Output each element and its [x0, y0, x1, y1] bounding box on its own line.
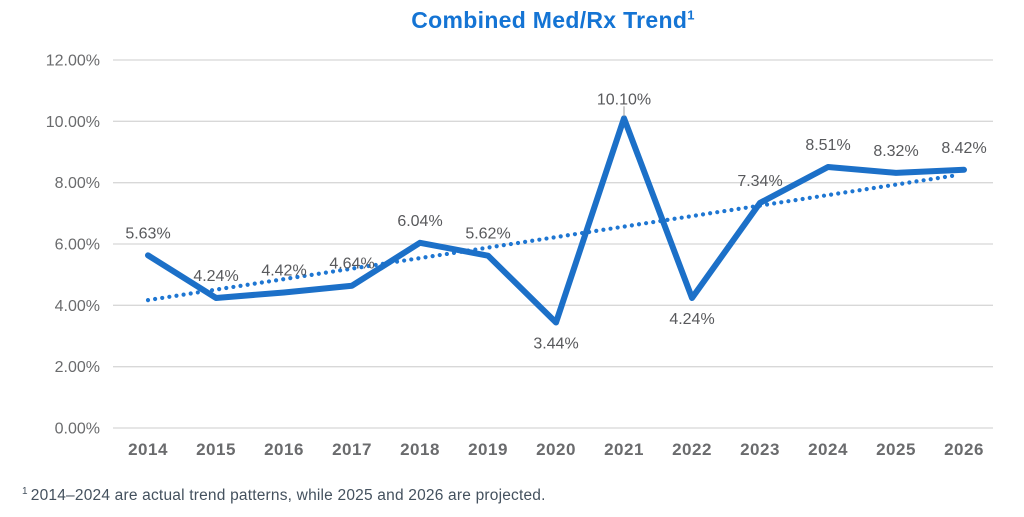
- y-axis-tick-label: 10.00%: [46, 114, 100, 131]
- x-axis-year-label: 2020: [536, 440, 576, 459]
- y-axis-tick-label: 2.00%: [55, 359, 100, 376]
- footnote-marker: 1: [22, 485, 28, 497]
- data-point-label: 10.10%: [597, 91, 651, 108]
- data-point-label: 8.42%: [941, 140, 986, 157]
- chart-title: Combined Med/Rx Trend1: [113, 7, 993, 34]
- y-axis-tick-label: 4.00%: [55, 298, 100, 315]
- data-point-label: 8.32%: [873, 143, 918, 160]
- x-axis-year-label: 2014: [128, 440, 168, 459]
- x-axis-year-label: 2019: [468, 440, 508, 459]
- x-axis-year-label: 2018: [400, 440, 440, 459]
- x-axis-year-label: 2026: [944, 440, 984, 459]
- y-axis-tick-label: 0.00%: [55, 421, 100, 438]
- x-axis-year-label: 2021: [604, 440, 644, 459]
- series-line: [145, 115, 967, 326]
- data-point-label: 4.42%: [261, 262, 306, 279]
- y-axis-tick-label: 12.00%: [46, 52, 100, 69]
- footnote: 1 2014–2024 are actual trend patterns, wh…: [22, 485, 546, 505]
- data-point-label: 7.34%: [737, 173, 782, 190]
- data-point-label: 8.51%: [805, 137, 850, 154]
- chart-title-footnote-marker: 1: [687, 7, 695, 23]
- footnote-text: 2014–2024 are actual trend patterns, whi…: [30, 487, 546, 504]
- y-axis-tick-label: 6.00%: [55, 236, 100, 253]
- trendline-dotted: [145, 172, 961, 303]
- x-axis-year-label: 2023: [740, 440, 780, 459]
- chart-title-text: Combined Med/Rx Trend: [411, 7, 688, 33]
- data-point-label: 5.62%: [465, 226, 510, 243]
- x-axis-year-label: 2022: [672, 440, 712, 459]
- data-point-label: 4.24%: [193, 268, 238, 285]
- data-point-label: 5.63%: [125, 225, 170, 242]
- data-point-label: 6.04%: [397, 213, 442, 230]
- x-axis-year-label: 2017: [332, 440, 372, 459]
- data-point-label: 4.24%: [669, 311, 714, 328]
- data-point-label: 3.44%: [533, 336, 578, 353]
- data-point-label: 4.64%: [329, 256, 374, 273]
- x-axis-year-label: 2024: [808, 440, 848, 459]
- x-axis-year-label: 2016: [264, 440, 304, 459]
- x-axis-year-label: 2015: [196, 440, 236, 459]
- x-axis-year-label: 2025: [876, 440, 916, 459]
- y-axis-tick-label: 8.00%: [55, 175, 100, 192]
